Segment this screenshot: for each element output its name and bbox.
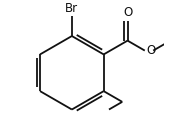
Text: Br: Br xyxy=(65,2,78,15)
Text: O: O xyxy=(123,6,132,19)
Text: O: O xyxy=(146,44,155,57)
